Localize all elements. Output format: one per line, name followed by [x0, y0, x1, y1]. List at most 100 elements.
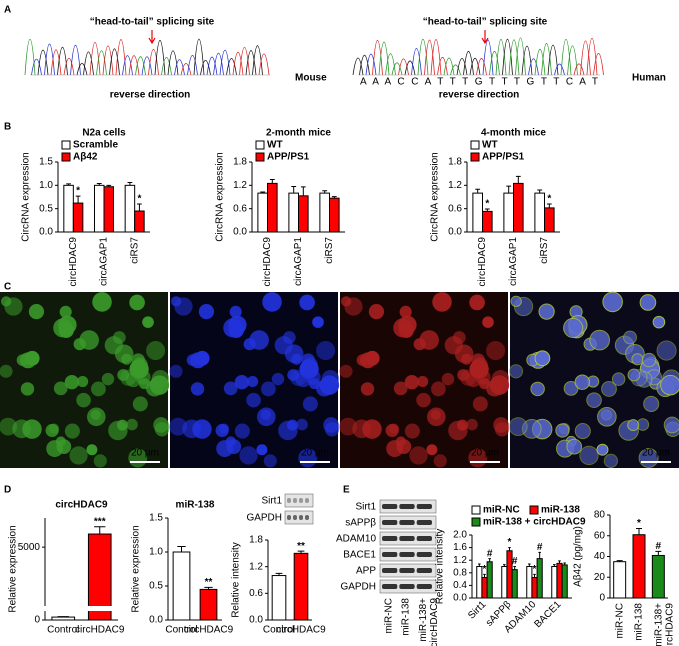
cell [631, 353, 644, 366]
cell [234, 374, 250, 390]
significance: *** [94, 516, 106, 527]
significance: * [485, 199, 489, 210]
cell [643, 395, 660, 412]
x-tick-label: Control [47, 625, 79, 636]
trace-peak [128, 55, 140, 76]
cell [45, 423, 59, 438]
cell [149, 375, 170, 395]
error-bar [275, 572, 283, 576]
arrow [481, 30, 489, 45]
cell [461, 353, 473, 365]
y-tick-label: 60 [594, 530, 606, 541]
cell [182, 419, 202, 439]
y-tick-label: 0 [34, 615, 40, 626]
bar [93, 184, 105, 233]
trace-peak [174, 59, 185, 76]
bar [298, 195, 309, 233]
x-tick-label: circHDAC9 [68, 237, 79, 287]
cell [452, 331, 466, 344]
cell [12, 419, 32, 439]
cell [92, 292, 112, 312]
cell [226, 439, 242, 454]
blot-band [305, 498, 309, 503]
bar [556, 562, 563, 599]
trace-peak [96, 50, 107, 76]
trace-peak [365, 53, 377, 76]
legend-swatch [470, 140, 480, 150]
error-bar [503, 564, 506, 567]
cell [432, 292, 452, 312]
cell [627, 368, 641, 382]
cell [93, 454, 107, 468]
cell [360, 382, 375, 396]
legend-label: APP/PS1 [482, 152, 525, 163]
trace-peak [180, 63, 192, 76]
error-bar [75, 195, 81, 204]
cell [86, 444, 98, 456]
error-bar [291, 186, 297, 194]
blot-band [399, 552, 415, 557]
blot-band [382, 504, 398, 509]
cell [469, 294, 485, 311]
cell [486, 341, 506, 361]
cell [433, 454, 447, 468]
trace-peak [239, 47, 250, 76]
cell [493, 417, 509, 433]
bar [482, 210, 493, 233]
cell [132, 396, 148, 412]
cell [91, 381, 106, 397]
cell [247, 375, 259, 388]
trace-peak [31, 58, 42, 76]
blot-band [416, 552, 432, 557]
cell [169, 417, 188, 436]
cell [223, 318, 243, 338]
cell [316, 341, 336, 361]
trace-peak [187, 54, 198, 76]
blot-label: Sirt1 [261, 496, 282, 507]
scale-label: 20 μm [471, 448, 499, 459]
cell [457, 369, 470, 381]
trace-peak [515, 37, 526, 76]
trace-peak [200, 59, 211, 76]
error-bar [563, 562, 566, 565]
cell [169, 364, 183, 378]
x-tick-label: ciRS7 [129, 237, 140, 264]
cell [393, 318, 413, 338]
trace-peak [252, 45, 263, 76]
trace-peak [391, 62, 403, 76]
blot-label: Sirt1 [355, 502, 376, 513]
x-tick-label: ciRS7 [324, 237, 335, 264]
cell [299, 294, 315, 311]
trace-peak [232, 52, 244, 76]
trace-peak [63, 57, 75, 76]
chart-title: circHDAC9 [55, 500, 108, 511]
legend-swatch [61, 152, 71, 162]
cell [77, 375, 89, 388]
chart-title: 2-month mice [266, 128, 331, 139]
cell [471, 353, 485, 367]
trace-peak [534, 49, 546, 76]
trace-peak [430, 39, 442, 76]
cell [301, 353, 315, 367]
error-bar [537, 189, 543, 194]
cell [396, 439, 412, 454]
significance: # [537, 542, 543, 553]
cell [0, 296, 12, 307]
bar [481, 577, 488, 599]
cell [129, 294, 145, 311]
blot-band [382, 552, 398, 557]
blot-band [293, 498, 297, 503]
y-tick-label: 40 [594, 551, 606, 562]
cell [20, 382, 35, 396]
blot-label: APP [356, 566, 376, 577]
error-bar [506, 185, 512, 194]
lane-label: miR-138 [401, 598, 412, 636]
trace-peak [482, 39, 494, 76]
cell [101, 372, 115, 386]
trace-peak [245, 50, 257, 76]
trace-peak [547, 44, 559, 76]
cell [639, 294, 657, 311]
cell [56, 439, 72, 454]
cell [0, 417, 18, 436]
bar [124, 184, 136, 233]
